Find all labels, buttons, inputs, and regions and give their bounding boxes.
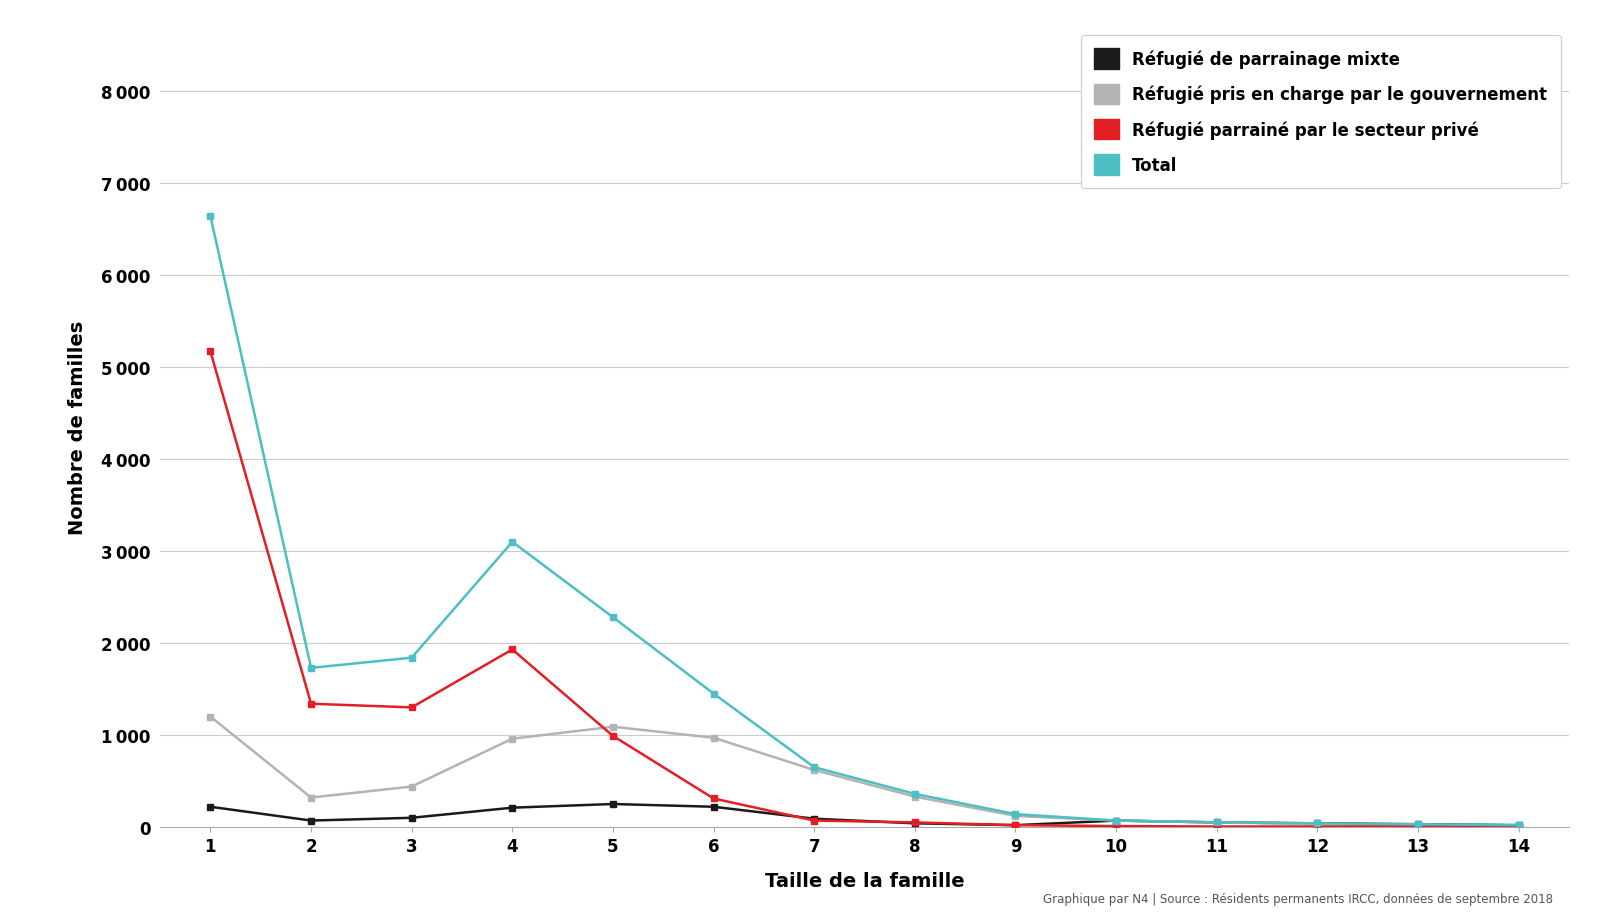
Text: Graphique par N4 | Source : Résidents permanents IRCC, données de septembre 2018: Graphique par N4 | Source : Résidents pe… xyxy=(1042,892,1553,905)
Réfugié pris en charge par le gouvernement xyxy=(905,791,924,802)
Réfugié parrainé par le secteur privé xyxy=(1308,822,1327,833)
Total xyxy=(1308,818,1327,829)
Réfugié de parrainage mixte xyxy=(1207,817,1226,828)
Total xyxy=(1510,820,1529,831)
Total xyxy=(905,789,924,800)
Réfugié pris en charge par le gouvernement xyxy=(503,733,522,744)
Réfugié pris en charge par le gouvernement xyxy=(301,792,320,803)
Réfugié de parrainage mixte xyxy=(503,802,522,813)
Réfugié parrainé par le secteur privé xyxy=(604,731,623,742)
Réfugié de parrainage mixte xyxy=(905,818,924,829)
Réfugié pris en charge par le gouvernement xyxy=(1207,817,1226,828)
Réfugié parrainé par le secteur privé xyxy=(402,702,421,713)
Line: Réfugié de parrainage mixte: Réfugié de parrainage mixte xyxy=(207,800,1523,829)
Total xyxy=(301,663,320,674)
Réfugié parrainé par le secteur privé xyxy=(905,817,924,828)
Réfugié pris en charge par le gouvernement xyxy=(200,711,219,722)
Réfugié de parrainage mixte xyxy=(1409,819,1428,830)
Total xyxy=(1207,817,1226,828)
Total xyxy=(1106,815,1126,826)
Total xyxy=(503,537,522,548)
Réfugié parrainé par le secteur privé xyxy=(704,793,724,804)
Réfugié pris en charge par le gouvernement xyxy=(1409,820,1428,831)
Line: Réfugié pris en charge par le gouvernement: Réfugié pris en charge par le gouverneme… xyxy=(207,713,1523,830)
Total xyxy=(704,688,724,699)
Réfugié parrainé par le secteur privé xyxy=(1510,822,1529,833)
Réfugié parrainé par le secteur privé xyxy=(805,815,825,826)
Réfugié pris en charge par le gouvernement xyxy=(402,781,421,792)
Réfugié parrainé par le secteur privé xyxy=(1409,822,1428,833)
Réfugié de parrainage mixte xyxy=(402,812,421,823)
Réfugié parrainé par le secteur privé xyxy=(503,644,522,655)
Total xyxy=(1005,809,1025,820)
Réfugié pris en charge par le gouvernement xyxy=(604,721,623,732)
Line: Total: Total xyxy=(207,213,1523,829)
Legend: Réfugié de parrainage mixte, Réfugié pris en charge par le gouvernement, Réfugié: Réfugié de parrainage mixte, Réfugié pri… xyxy=(1081,36,1561,188)
Réfugié parrainé par le secteur privé xyxy=(1005,820,1025,831)
Réfugié de parrainage mixte xyxy=(200,801,219,812)
Réfugié pris en charge par le gouvernement xyxy=(805,765,825,776)
Réfugié de parrainage mixte xyxy=(1106,815,1126,826)
Line: Réfugié parrainé par le secteur privé: Réfugié parrainé par le secteur privé xyxy=(207,348,1523,830)
X-axis label: Taille de la famille: Taille de la famille xyxy=(765,871,964,891)
Réfugié de parrainage mixte xyxy=(1308,818,1327,829)
Réfugié de parrainage mixte xyxy=(805,813,825,824)
Réfugié pris en charge par le gouvernement xyxy=(1005,811,1025,822)
Réfugié de parrainage mixte xyxy=(1005,820,1025,831)
Réfugié pris en charge par le gouvernement xyxy=(1510,821,1529,832)
Y-axis label: Nombre de familles: Nombre de familles xyxy=(67,321,86,534)
Réfugié parrainé par le secteur privé xyxy=(301,698,320,709)
Total xyxy=(1409,819,1428,830)
Total xyxy=(402,652,421,664)
Réfugié parrainé par le secteur privé xyxy=(200,346,219,357)
Réfugié de parrainage mixte xyxy=(301,815,320,826)
Réfugié pris en charge par le gouvernement xyxy=(1308,819,1327,830)
Réfugié de parrainage mixte xyxy=(704,801,724,812)
Réfugié de parrainage mixte xyxy=(1510,820,1529,831)
Réfugié pris en charge par le gouvernement xyxy=(704,732,724,743)
Total xyxy=(200,211,219,222)
Total xyxy=(604,612,623,623)
Réfugié parrainé par le secteur privé xyxy=(1207,822,1226,833)
Total xyxy=(805,762,825,773)
Réfugié parrainé par le secteur privé xyxy=(1106,821,1126,832)
Réfugié de parrainage mixte xyxy=(604,799,623,810)
Réfugié pris en charge par le gouvernement xyxy=(1106,815,1126,826)
